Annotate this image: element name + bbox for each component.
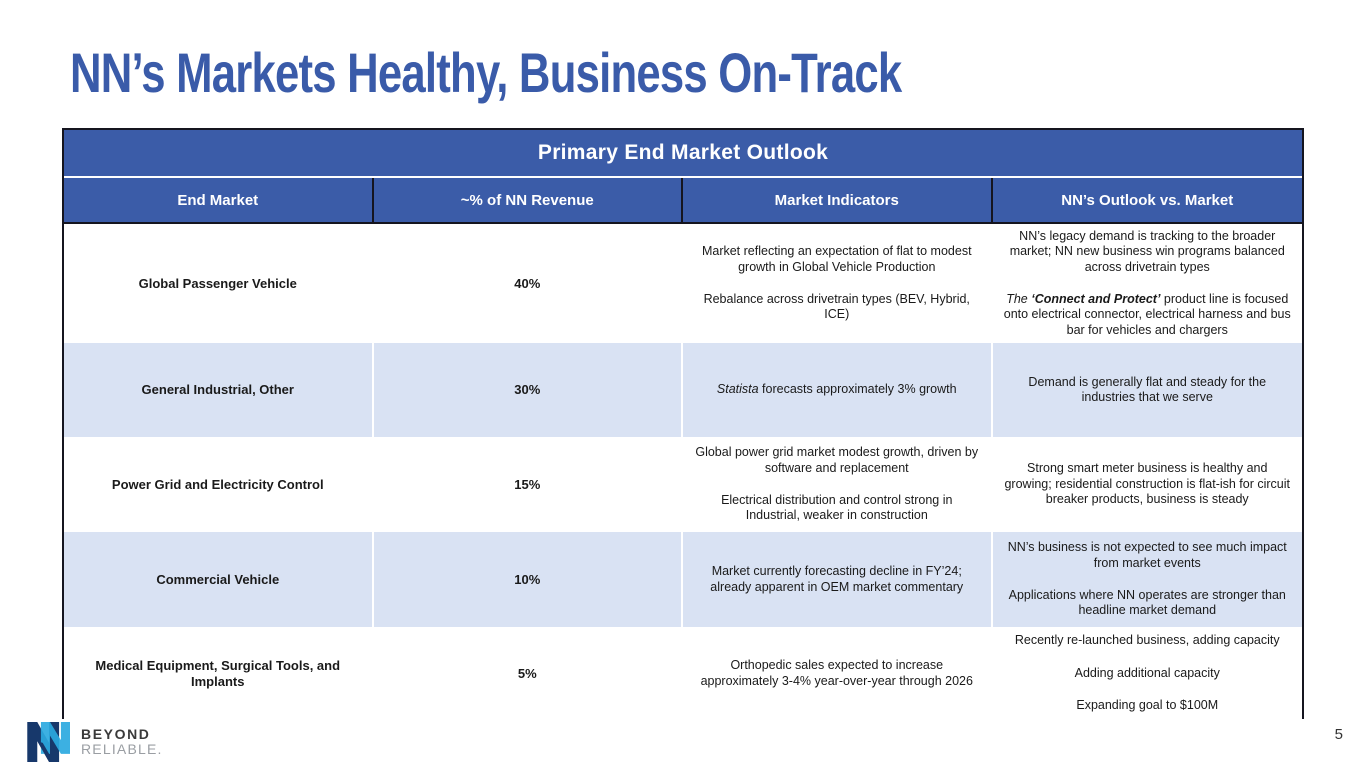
cell-paragraph: Market reflecting an expectation of flat… [701, 244, 972, 274]
table-title: Primary End Market Outlook [64, 130, 1302, 178]
page-number: 5 [1334, 726, 1343, 743]
cell-paragraph: 15% [514, 476, 541, 492]
end-market-cell: Commercial Vehicle [64, 532, 374, 627]
revenue-cell: 40% [374, 224, 683, 343]
cell-paragraph: Medical Equipment, Surgical Tools, and I… [95, 657, 341, 689]
nn-logo-text: BEYOND RELIABLE. [81, 727, 163, 756]
outlook-cell: NN’s business is not expected to see muc… [993, 532, 1303, 627]
cell-paragraph: Rebalance across drivetrain types (BEV, … [703, 292, 970, 322]
logo-beyond-text: BEYOND [81, 726, 151, 743]
cell-paragraph: Power Grid and Electricity Control [111, 476, 324, 492]
nn-logo-icon [27, 722, 70, 762]
cell-paragraph: Electrical distribution and control stro… [721, 493, 953, 523]
table-body: Global Passenger Vehicle 40% Market reflec… [64, 224, 1302, 720]
table-row: Power Grid and Electricity Control 15% Glo… [64, 437, 1302, 532]
cell-paragraph: Orthopedic sales expected to increase ap… [700, 658, 973, 688]
cell-paragraph: NN’s legacy demand is tracking to the br… [1009, 228, 1285, 274]
cell-paragraph: Recently re-launched business, adding ca… [1014, 633, 1280, 648]
cell-paragraph: Demand is generally flat and steady for … [1028, 374, 1267, 404]
cell-paragraph: 30% [514, 382, 541, 397]
cell-paragraph: The ‘Connect and Protect’ product line i… [1003, 292, 1291, 337]
end-market-cell: Power Grid and Electricity Control [64, 437, 374, 532]
cell-paragraph: 5% [517, 665, 537, 681]
market-indicators-cell: Orthopedic sales expected to increase ap… [683, 627, 993, 720]
market-indicators-cell: Statista forecasts approximately 3% grow… [683, 343, 993, 437]
cell-paragraph: Statista forecasts approximately 3% grow… [716, 382, 957, 397]
nn-logo: BEYOND RELIABLE. [27, 722, 163, 762]
market-indicators-cell: Market reflecting an expectation of flat… [683, 224, 993, 343]
cell-paragraph: Applications where NN operates are stron… [1008, 588, 1286, 618]
market-indicators-cell: Market currently forecasting decline in … [683, 532, 993, 627]
table-row: Medical Equipment, Surgical Tools, and I… [64, 627, 1302, 720]
logo-reliable-text: RELIABLE. [81, 741, 163, 757]
table-row: Commercial Vehicle 10% Market currently fo… [64, 532, 1302, 627]
cell-paragraph: Adding additional capacity [1074, 665, 1220, 680]
cell-paragraph: 10% [514, 571, 541, 587]
table-header-row: End Market ~% of NN Revenue Market Indic… [64, 178, 1302, 224]
end-market-cell: Global Passenger Vehicle [64, 224, 374, 343]
end-market-outlook-table: Primary End Market Outlook End Market ~%… [62, 128, 1304, 720]
outlook-cell: Strong smart meter business is healthy a… [993, 437, 1303, 532]
cell-paragraph: Expanding goal to $100M [1076, 698, 1219, 713]
outlook-cell: Recently re-launched business, adding ca… [993, 627, 1303, 720]
revenue-cell: 30% [374, 343, 683, 437]
cell-paragraph: Market currently forecasting decline in … [710, 564, 964, 594]
table-row: General Industrial, Other 30% Statista for… [64, 343, 1302, 437]
cell-paragraph: Global power grid market modest growth, … [695, 445, 979, 475]
cell-paragraph: 40% [514, 275, 541, 291]
column-header-revenue: ~% of NN Revenue [374, 178, 683, 222]
cell-paragraph: Global Passenger Vehicle [138, 275, 297, 291]
column-header-outlook: NN’s Outlook vs. Market [1061, 191, 1234, 209]
slide-title: NN’s Markets Healthy, Business On-Track [70, 41, 902, 104]
end-market-cell: General Industrial, Other [64, 343, 374, 437]
column-header-market-indicators: Market Indicators [683, 178, 993, 222]
revenue-cell: 5% [374, 627, 683, 720]
table-row: Global Passenger Vehicle 40% Market reflec… [64, 224, 1302, 343]
cell-paragraph: Strong smart meter business is healthy a… [1004, 461, 1291, 507]
revenue-cell: 10% [374, 532, 683, 627]
cell-paragraph: General Industrial, Other [141, 382, 294, 397]
cell-paragraph: Commercial Vehicle [156, 571, 280, 587]
column-header-end-market: End Market [64, 178, 374, 222]
end-market-cell: Medical Equipment, Surgical Tools, and I… [64, 627, 374, 720]
outlook-cell: NN’s legacy demand is tracking to the br… [993, 224, 1303, 343]
market-indicators-cell: Global power grid market modest growth, … [683, 437, 993, 532]
cell-paragraph: NN’s business is not expected to see muc… [1007, 540, 1287, 570]
outlook-cell: Demand is generally flat and steady for … [993, 343, 1303, 437]
revenue-cell: 15% [374, 437, 683, 532]
